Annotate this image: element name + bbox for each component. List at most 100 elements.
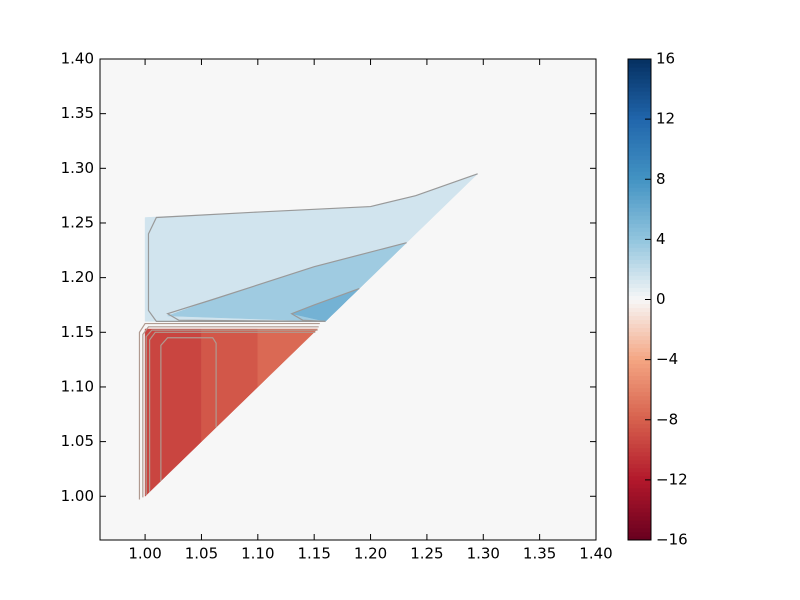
colorbar-step	[628, 103, 651, 108]
colorbar-step	[628, 287, 651, 292]
colorbar-step	[628, 403, 651, 409]
colorbar-step	[628, 507, 651, 513]
x-tick-label: 1.20	[354, 545, 387, 563]
colorbar-step	[628, 87, 651, 92]
colorbar-step	[628, 111, 651, 116]
colorbar-step	[628, 407, 651, 413]
colorbar-step	[628, 267, 651, 272]
colorbar-step	[628, 59, 651, 64]
colorbar-step	[628, 139, 651, 144]
colorbar-step	[628, 227, 651, 232]
colorbar-step	[628, 171, 651, 176]
colorbar-step	[628, 371, 651, 377]
colorbar-tick-label: 12	[656, 110, 675, 128]
colorbar-step	[628, 191, 651, 196]
contour-line	[147, 173, 478, 322]
colorbar-step	[628, 347, 651, 353]
colorbar-step	[628, 411, 651, 417]
colorbar-step	[628, 323, 651, 329]
colorbar-step	[628, 395, 651, 401]
colorbar-step	[628, 355, 651, 361]
colorbar-step	[628, 127, 651, 132]
colorbar-step	[628, 95, 651, 100]
colorbar-step	[628, 219, 651, 224]
colorbar-step	[628, 71, 651, 76]
colorbar-step	[628, 235, 651, 240]
colorbar-step	[628, 151, 651, 156]
colorbar-step	[628, 239, 651, 244]
colorbar-step	[628, 367, 651, 373]
colorbar-step	[628, 83, 651, 88]
colorbar-step	[628, 199, 651, 204]
x-tick-label: 1.00	[128, 545, 161, 563]
colorbar-step	[628, 247, 651, 252]
colorbar-step	[628, 491, 651, 497]
colorbar-step	[628, 387, 651, 393]
contour-line	[290, 288, 360, 322]
colorbar-step	[628, 167, 651, 172]
colorbar-step	[628, 123, 651, 128]
colorbar-tick-label: −16	[656, 531, 688, 549]
colorbar-step	[628, 183, 651, 188]
colorbar-step	[628, 419, 651, 425]
colorbar-step	[628, 515, 651, 521]
colorbar-tick-label: −12	[656, 470, 688, 488]
colorbar-step	[628, 535, 651, 541]
contour-line	[145, 329, 318, 496]
colorbar-step	[628, 383, 651, 389]
colorbar-step	[628, 495, 651, 501]
colorbar-step	[628, 479, 651, 485]
colorbar-step	[628, 75, 651, 80]
colorbar-step	[628, 439, 651, 445]
colorbar-step	[628, 459, 651, 465]
colorbar-step	[628, 291, 651, 296]
colorbar-step	[628, 339, 651, 345]
colorbar-step	[628, 187, 651, 192]
colorbar-step	[628, 475, 651, 481]
colorbar-step	[628, 531, 651, 537]
colorbar-step	[628, 195, 651, 200]
colorbar-tick-label: −4	[656, 350, 678, 368]
colorbar-step	[628, 67, 651, 72]
contour-line	[138, 322, 320, 500]
y-tick-label: 1.30	[61, 159, 94, 177]
colorbar-step	[628, 503, 651, 509]
colorbar-step	[628, 99, 651, 104]
y-tick-label: 1.25	[61, 213, 94, 231]
colorbar-tick-label: −8	[656, 410, 678, 428]
colorbar-step	[628, 231, 651, 236]
colorbar-step	[628, 351, 651, 357]
colorbar-step	[628, 335, 651, 341]
colorbar-step	[628, 279, 651, 284]
contour-line	[142, 326, 319, 498]
x-tick-label: 1.30	[467, 545, 500, 563]
colorbar-step	[628, 223, 651, 228]
contour-line	[149, 331, 316, 492]
colorbar-step	[628, 315, 651, 321]
colorbar-step	[628, 463, 651, 469]
colorbar-step	[628, 487, 651, 493]
colorbar-step	[628, 207, 651, 212]
colorbar-step	[628, 415, 651, 421]
x-tick-label: 1.10	[241, 545, 274, 563]
y-tick-label: 1.10	[61, 377, 94, 395]
colorbar-step	[628, 331, 651, 337]
colorbar-step	[628, 135, 651, 140]
colorbar-step	[628, 203, 651, 208]
colorbar-step	[628, 215, 651, 220]
x-tick-label: 1.15	[297, 545, 330, 563]
colorbar-step	[628, 143, 651, 148]
colorbar-step	[628, 343, 651, 349]
colorbar-step	[628, 147, 651, 152]
y-tick-label: 1.40	[61, 50, 94, 68]
colorbar-step	[628, 435, 651, 441]
colorbar-step	[628, 271, 651, 276]
colorbar-step	[628, 311, 651, 317]
y-tick-label: 1.15	[61, 323, 94, 341]
colorbar-step	[628, 359, 651, 365]
colorbar-step	[628, 447, 651, 453]
colorbar-tick-label: 16	[656, 50, 675, 68]
contour-line	[166, 242, 407, 322]
x-tick-label: 1.40	[579, 545, 612, 563]
